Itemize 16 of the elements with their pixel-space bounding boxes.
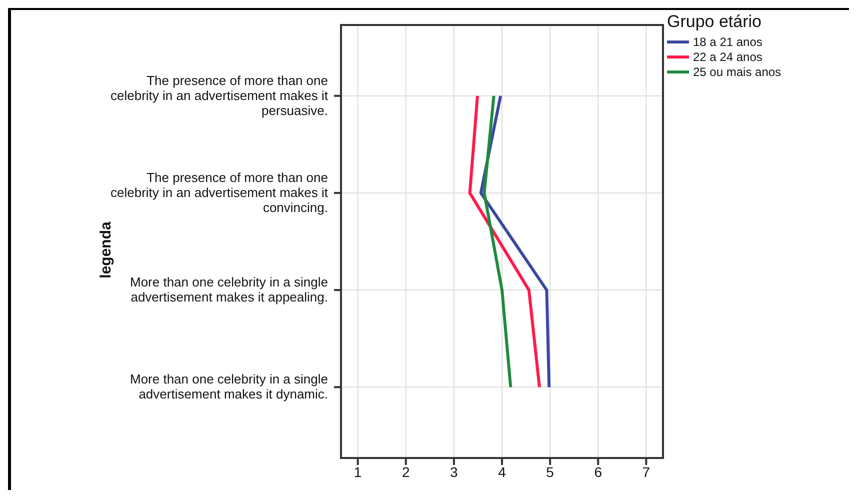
x-tick-label: 5 bbox=[546, 464, 554, 480]
x-tick-label: 1 bbox=[354, 464, 362, 480]
y-tick-label: The presence of more than one celebrity in an advertisement makes it convincing. bbox=[110, 170, 328, 215]
legend-title: Grupo etário bbox=[667, 12, 762, 32]
x-tick-label: 7 bbox=[642, 464, 650, 480]
y-tick-label: More than one celebrity in a single advertisement makes it appealing. bbox=[130, 274, 328, 305]
x-tick-label: 4 bbox=[498, 464, 506, 480]
y-tick-label: The presence of more than one celebrity in an advertisement makes it persuasive. bbox=[110, 72, 328, 118]
legend-label: 25 ou mais anos bbox=[693, 64, 782, 78]
legend-label: 22 a 24 anos bbox=[693, 50, 762, 64]
x-tick-label: 3 bbox=[450, 464, 458, 480]
y-axis-title: legenda bbox=[98, 222, 114, 278]
y-tick-label: More than one celebrity in a single advertisement makes it dynamic. bbox=[130, 372, 328, 402]
legend-label: 18 a 21 anos bbox=[693, 34, 762, 48]
x-tick-label: 2 bbox=[402, 464, 410, 480]
x-tick-label: 6 bbox=[594, 464, 602, 480]
